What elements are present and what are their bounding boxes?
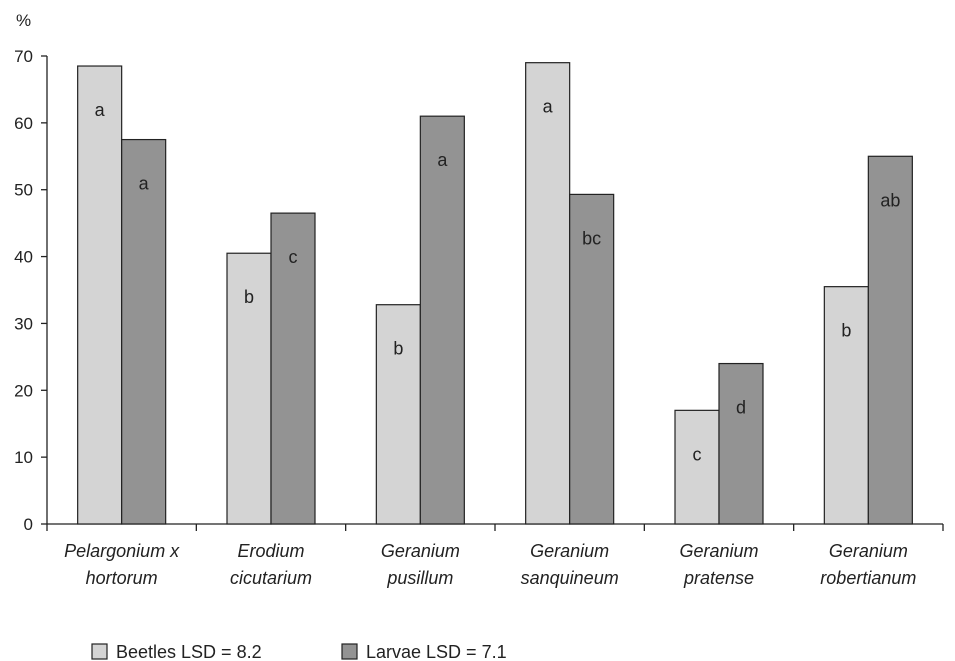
x-tick-label: cicutarium [230, 568, 312, 588]
y-tick-label: 70 [14, 47, 33, 66]
legend-swatch-larvae [341, 643, 358, 660]
x-tick-label: sanquineum [521, 568, 619, 588]
bar-significance-label: b [393, 339, 403, 359]
bar-significance-label: b [841, 321, 851, 341]
legend-label-larvae: Larvae LSD = 7.1 [366, 642, 507, 661]
bar-larvae [270, 212, 316, 525]
bar-significance-label: ab [880, 190, 900, 210]
x-tick-label: Erodium [237, 541, 304, 561]
x-tick-label: Geranium [829, 541, 908, 561]
bar-beetles [375, 304, 421, 525]
y-axis-label: % [16, 11, 31, 30]
bar-larvae [718, 362, 764, 525]
bar-larvae [121, 138, 167, 525]
y-tick-label: 60 [14, 114, 33, 133]
x-tick-label: Pelargonium x [64, 541, 180, 561]
bar-significance-label: bc [582, 228, 601, 248]
x-tick-label: pusillum [386, 568, 453, 588]
y-tick-label: 30 [14, 314, 33, 333]
bar-larvae [867, 155, 913, 525]
bar-significance-label: a [95, 100, 106, 120]
bar-significance-label: c [693, 444, 702, 464]
x-tick-label: hortorum [86, 568, 158, 588]
bar-larvae [419, 115, 465, 525]
bar-beetles [525, 62, 571, 525]
bar-significance-label: a [139, 174, 150, 194]
bar-significance-label: b [244, 287, 254, 307]
y-tick-label: 10 [14, 448, 33, 467]
x-tick-label: Geranium [381, 541, 460, 561]
x-tick-label: pratense [683, 568, 754, 588]
bar-beetles [77, 65, 123, 525]
y-tick-label: 50 [14, 181, 33, 200]
x-tick-label: Geranium [530, 541, 609, 561]
bar-beetles [226, 252, 272, 525]
y-tick-label: 20 [14, 381, 33, 400]
legend-swatch-beetles [91, 643, 108, 660]
y-tick-label: 0 [24, 515, 33, 534]
bar-larvae [569, 193, 615, 525]
x-tick-label: robertianum [820, 568, 916, 588]
axes: 0 10 20 30 40 50 60 70% [14, 11, 944, 534]
bar-beetles [674, 409, 720, 525]
bars [77, 62, 913, 525]
bar-significance-label: d [736, 398, 746, 418]
x-tick-label: Geranium [679, 541, 758, 561]
bar-significance-label: a [543, 97, 554, 117]
legend-label-beetles: Beetles LSD = 8.2 [116, 642, 262, 661]
bar-significance-label: c [289, 247, 298, 267]
y-tick-label: 40 [14, 248, 33, 267]
legend: Beetles LSD = 8.2 Larvae LSD = 7.1 [91, 642, 507, 661]
bar-beetles [823, 286, 869, 525]
bar-significance-label: a [437, 150, 448, 170]
